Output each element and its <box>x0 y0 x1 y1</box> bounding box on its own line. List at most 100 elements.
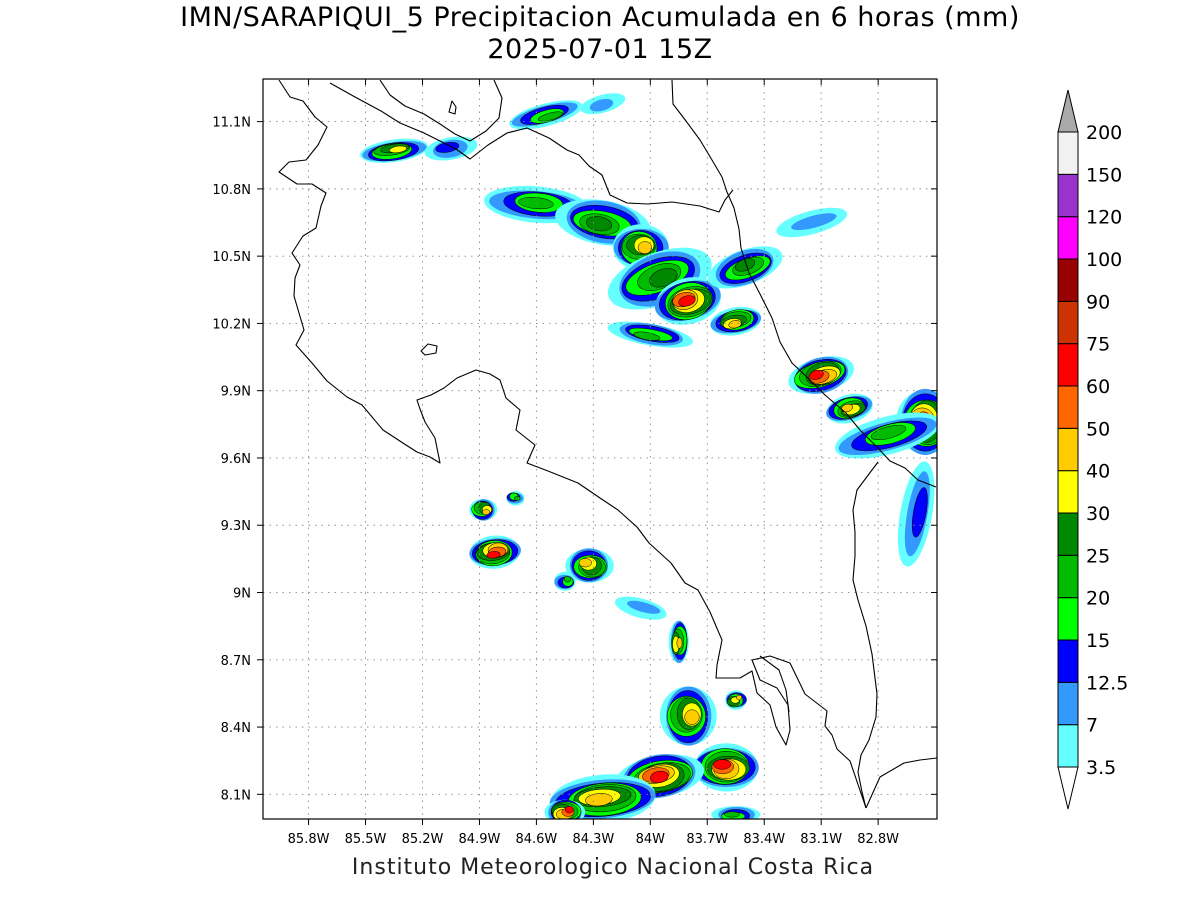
precip-cell <box>826 393 873 424</box>
coastline-borders <box>278 79 937 809</box>
precip-cell <box>580 93 626 115</box>
precip-contour <box>633 331 661 341</box>
precip-cell <box>554 571 576 591</box>
axis-ticks: 85.8W 85.5W 85.2W 84.9W 84.6W 84.3W 84W 83.7W 83… <box>212 79 937 847</box>
precip-contour <box>684 709 700 725</box>
colorbar-swatch <box>1057 173 1079 218</box>
precip-cell <box>897 461 935 567</box>
precip-contour <box>578 558 592 568</box>
costarica-panama-border <box>852 461 879 809</box>
precip-contour <box>713 759 732 770</box>
colorbar-label: 3.5 <box>1086 757 1116 779</box>
colorbar-label: 25 <box>1086 545 1110 567</box>
lon-tick-label: 85.5W <box>345 832 387 847</box>
colorbar-label: 60 <box>1086 376 1110 398</box>
colorbar-label: 100 <box>1086 249 1122 271</box>
precip-contour <box>728 320 742 329</box>
precip-cell <box>506 491 525 506</box>
precip-contour <box>482 509 491 515</box>
colorbar-swatch <box>1057 131 1079 175</box>
precip-cell <box>835 412 937 459</box>
precip-contour <box>564 805 574 814</box>
precip-cell <box>710 306 762 336</box>
colorbar-label: 90 <box>1086 291 1110 313</box>
lat-tick-label: 8.4N <box>221 721 251 736</box>
precip-contour <box>585 793 613 807</box>
precip-contour <box>637 241 652 255</box>
island-nicaragua-lake <box>448 100 457 115</box>
precip-contour <box>589 98 614 112</box>
colorbar-swatch <box>1057 639 1079 683</box>
precip-contour <box>389 145 407 154</box>
lon-tick-label: 84.9W <box>459 832 501 847</box>
colorbar-label: 15 <box>1086 630 1110 652</box>
caribbean-coastline <box>671 79 937 488</box>
colorbar-label: 7 <box>1086 715 1098 737</box>
precip-contour <box>537 111 563 122</box>
lon-tick-label: 84.3W <box>572 832 614 847</box>
colorbar-swatch <box>1057 300 1079 345</box>
lat-tick-label: 10.2N <box>212 317 251 332</box>
island-chira <box>420 343 438 356</box>
precip-cell <box>544 799 586 819</box>
precip-contour <box>724 811 741 818</box>
lon-tick-label: 83.1W <box>800 832 842 847</box>
precip-contour <box>809 369 824 380</box>
golfo-dulce-shore <box>759 655 790 713</box>
colorbar-over-triangle <box>1057 89 1079 133</box>
lon-tick-label: 85.2W <box>402 832 444 847</box>
precip-cell <box>360 138 428 163</box>
precipitation-field <box>360 93 937 819</box>
precip-contour <box>563 576 572 583</box>
lon-tick-label: 84.6W <box>515 832 557 847</box>
lat-tick-label: 9.9N <box>221 385 251 400</box>
colorbar-label: 150 <box>1086 164 1122 186</box>
precip-contour <box>649 268 678 288</box>
precip-contour <box>518 197 554 210</box>
precip-cell <box>615 596 667 620</box>
colorbar-swatch <box>1057 427 1079 472</box>
colorbar-label: 30 <box>1086 503 1110 525</box>
colorbar-swatch <box>1057 470 1079 514</box>
lat-tick-label: 10.5N <box>212 250 251 265</box>
precip-contour <box>586 216 612 232</box>
colorbar-label: 40 <box>1086 461 1110 483</box>
colorbar-swatch <box>1057 343 1079 387</box>
lon-tick-label: 82.8W <box>857 832 899 847</box>
precip-cell <box>659 686 717 746</box>
panama-pacific-coast <box>865 757 937 809</box>
map-frame <box>262 78 938 820</box>
precip-contour <box>870 424 907 441</box>
lon-tick-label: 83.7W <box>686 832 728 847</box>
precip-contour <box>435 142 460 153</box>
precip-cell <box>693 743 759 792</box>
precip-cell <box>607 321 693 348</box>
colorbar-swatch <box>1057 216 1079 260</box>
colorbar-swatch <box>1057 681 1079 726</box>
colorbar-swatch <box>1057 724 1079 768</box>
lat-tick-label: 10.8N <box>212 183 251 198</box>
precip-contour <box>734 258 756 272</box>
precip-contour <box>514 495 521 501</box>
precip-cell <box>654 277 721 325</box>
credit-text: Instituto Meteorologico Nacional Costa R… <box>351 855 875 880</box>
precip-cell <box>469 535 521 569</box>
nicaragua-costarica-border <box>329 82 734 213</box>
precip-cell <box>776 207 848 238</box>
precip-contour <box>911 487 928 538</box>
pacific-coastline <box>278 79 867 809</box>
colorbar-label: 50 <box>1086 418 1110 440</box>
colorbar-label: 120 <box>1086 207 1122 229</box>
lat-tick-label: 11.1N <box>212 116 251 131</box>
map-datetime: 2025-07-01 15Z <box>487 34 713 65</box>
precip-cell <box>711 806 761 819</box>
colorbar-swatch <box>1057 385 1079 429</box>
precip-contour <box>486 551 501 559</box>
map-title: IMN/SARAPIQUI_5 Precipitacion Acumulada … <box>180 2 1020 33</box>
precip-cell <box>725 690 747 710</box>
lon-tick-label: 83.4W <box>743 832 785 847</box>
colorbar: 3.5 7 12.5 15 20 25 30 40 50 60 75 90 100 120 150 200 <box>1057 89 1128 810</box>
precip-cell <box>469 498 498 521</box>
colorbar-label: 75 <box>1086 334 1110 356</box>
